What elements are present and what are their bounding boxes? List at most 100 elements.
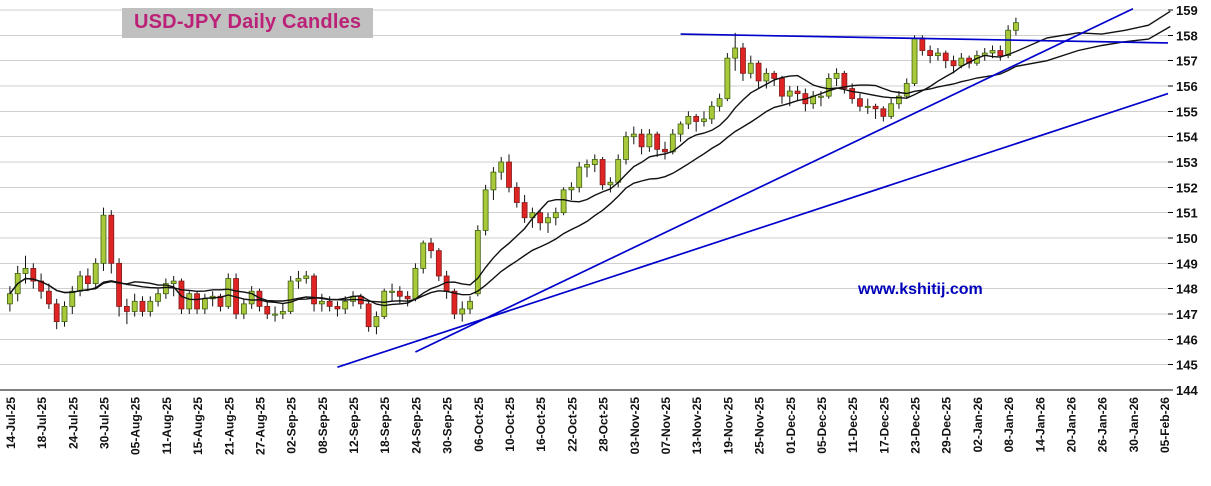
x-axis-label: 19-Nov-25 — [721, 397, 735, 455]
candle-up — [342, 300, 349, 310]
candle-up — [467, 300, 473, 310]
candle-down — [997, 50, 1004, 56]
candle-down — [311, 275, 317, 305]
candle-up — [989, 50, 996, 54]
trendline-steep-rising-support — [415, 7, 1134, 353]
candle-up — [607, 181, 614, 186]
candle-up — [560, 189, 567, 214]
candle-up — [786, 90, 793, 97]
ma-line-fast — [9, 50, 1017, 307]
x-axis-label: 08-Jan-26 — [1002, 397, 1016, 453]
candle-down — [30, 267, 37, 282]
candle-up — [584, 164, 590, 168]
x-axis-label: 08-Sep-25 — [316, 397, 330, 454]
candle-down — [779, 78, 785, 97]
candle-down — [654, 133, 661, 150]
candle-up — [318, 300, 325, 305]
x-axis-label: 28-Oct-25 — [597, 397, 611, 452]
candle-up — [170, 280, 177, 285]
candle-up — [186, 293, 193, 310]
x-axis-label: 25-Nov-25 — [753, 397, 767, 455]
x-axis-label: 30-Jan-26 — [1127, 397, 1141, 453]
candle-down — [794, 90, 801, 94]
candle-up — [92, 262, 99, 285]
y-axis-label: 145 — [1176, 358, 1198, 373]
candle-up — [763, 72, 770, 82]
y-axis-label: 156 — [1176, 79, 1198, 94]
candle-down — [178, 280, 185, 310]
candle-up — [420, 242, 427, 269]
x-axis-label: 29-Dec-25 — [940, 397, 954, 454]
candle-down — [638, 133, 645, 148]
x-axis-label: 20-Jan-26 — [1065, 397, 1079, 453]
x-axis-label: 24-Jul-25 — [66, 397, 80, 449]
candle-down — [139, 300, 146, 312]
ma-extension-slow — [1015, 25, 1171, 68]
candle-up — [240, 303, 247, 315]
candle-up — [724, 57, 731, 100]
candle-up — [935, 52, 941, 56]
candle-down — [537, 212, 544, 224]
candle-down — [880, 108, 887, 117]
y-axis-label: 148 — [1176, 282, 1198, 297]
candle-down — [513, 186, 520, 203]
y-axis-label: 144 — [1176, 383, 1198, 398]
candle-up — [474, 229, 481, 295]
candle-down — [194, 293, 200, 310]
candle-down — [771, 72, 778, 79]
trendline-horizontal-resistance — [680, 33, 1169, 44]
x-axis-label: 22-Oct-25 — [565, 397, 579, 452]
candle-up — [701, 118, 707, 122]
candle-up — [864, 105, 871, 108]
x-axis-label: 24-Sep-25 — [409, 397, 423, 454]
candle-up — [911, 37, 918, 84]
candle-up — [482, 189, 489, 231]
candle-down — [428, 242, 434, 252]
candle-down — [264, 305, 271, 315]
candle-up — [833, 72, 840, 79]
x-axis-label: 18-Jul-25 — [35, 397, 49, 449]
candle-down — [53, 303, 60, 323]
candle-up — [896, 95, 902, 105]
candle-up — [389, 290, 395, 293]
candle-up — [100, 214, 107, 264]
x-axis-label: 18-Sep-25 — [378, 397, 392, 454]
candle-up — [568, 186, 575, 191]
candle-down — [849, 88, 856, 100]
candle-down — [451, 290, 458, 315]
candle-down — [326, 300, 333, 307]
candle-down — [506, 161, 512, 188]
x-axis-label: 23-Dec-25 — [909, 397, 923, 454]
ma-extension-fast — [1015, 10, 1171, 53]
candle-up — [69, 290, 76, 307]
x-axis-label: 30-Jul-25 — [97, 397, 111, 449]
candle-up — [552, 212, 559, 219]
candle-down — [404, 295, 411, 300]
candle-up — [412, 267, 419, 300]
candle-down — [740, 47, 746, 74]
x-axis-label: 06-Oct-25 — [472, 397, 486, 452]
x-axis-label: 02-Jan-26 — [971, 397, 985, 453]
candle-down — [116, 262, 122, 307]
watermark-text: www.kshitij.com — [858, 281, 983, 298]
y-axis-label: 151 — [1176, 206, 1198, 221]
candle-up — [732, 47, 739, 59]
candle-up — [155, 293, 161, 302]
candle-up — [373, 316, 380, 328]
candle-up — [201, 298, 208, 310]
x-axis-label: 05-Feb-26 — [1158, 397, 1172, 453]
candle-up — [958, 57, 965, 67]
candle-down — [950, 60, 957, 67]
x-axis-label: 11-Aug-25 — [160, 397, 174, 455]
y-axis-labels: 159 158 157 156 155 154 153 152 151 150 149 148 147 1… — [1176, 3, 1198, 398]
candle-up — [888, 103, 895, 117]
x-axis-label: 05-Dec-25 — [815, 397, 829, 454]
x-axis-label: 05-Aug-25 — [129, 397, 143, 455]
x-axis-label: 01-Dec-25 — [784, 397, 798, 454]
candle-down — [872, 105, 879, 110]
candle-up — [295, 278, 302, 282]
y-axis-label: 158 — [1176, 28, 1198, 43]
candle-up — [903, 83, 910, 97]
candle-down — [334, 305, 341, 310]
candle-down — [599, 159, 606, 186]
